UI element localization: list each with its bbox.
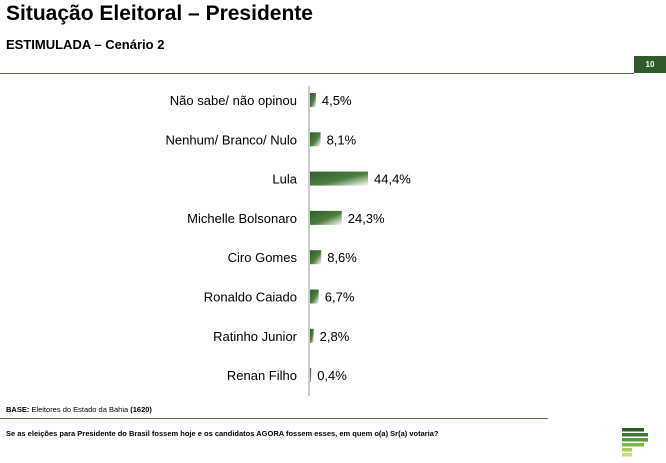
value-label: 8,6% (327, 250, 357, 265)
base-label: BASE: (6, 405, 30, 414)
footer-divider (0, 418, 548, 419)
page-number-badge: 10 (634, 56, 666, 73)
base-count: (1620) (130, 405, 152, 414)
category-label: Renan Filho (227, 368, 297, 383)
header-divider (0, 73, 634, 74)
survey-question: Se as eleições para Presidente do Brasil… (6, 429, 439, 438)
bar (310, 210, 342, 225)
value-label: 44,4% (374, 172, 411, 187)
bar (310, 250, 322, 265)
category-label: Ronaldo Caiado (204, 290, 297, 305)
value-label: 4,5% (322, 93, 352, 108)
category-label: Ciro Gomes (228, 250, 298, 265)
category-label: Lula (272, 172, 297, 187)
bar (310, 368, 312, 383)
value-label: 2,8% (320, 329, 350, 344)
value-label: 0,4% (317, 368, 347, 383)
value-label: 24,3% (348, 211, 385, 226)
bars-group: Não sabe/ não opinou 4,5% Nenhum/ Branco/ … (165, 93, 411, 383)
value-label: 8,1% (327, 132, 357, 147)
page-subtitle: ESTIMULADA – Cenário 2 (6, 37, 165, 52)
base-note: BASE: Eleitores do Estado da Bahia (1620… (6, 405, 152, 414)
page-title: Situação Eleitoral – Presidente (6, 2, 313, 25)
bar (310, 328, 314, 343)
institute-logo-icon (622, 428, 648, 457)
category-label: Nenhum/ Branco/ Nulo (165, 132, 297, 147)
base-text: Eleitores do Estado da Bahia (29, 405, 131, 414)
bar (310, 289, 319, 304)
category-label: Ratinho Junior (213, 329, 297, 344)
bar (310, 93, 316, 107)
category-label: Michelle Bolsonaro (187, 211, 297, 226)
value-label: 6,7% (325, 290, 355, 305)
bar (310, 171, 368, 186)
bar (310, 132, 321, 147)
category-label: Não sabe/ não opinou (170, 93, 297, 108)
